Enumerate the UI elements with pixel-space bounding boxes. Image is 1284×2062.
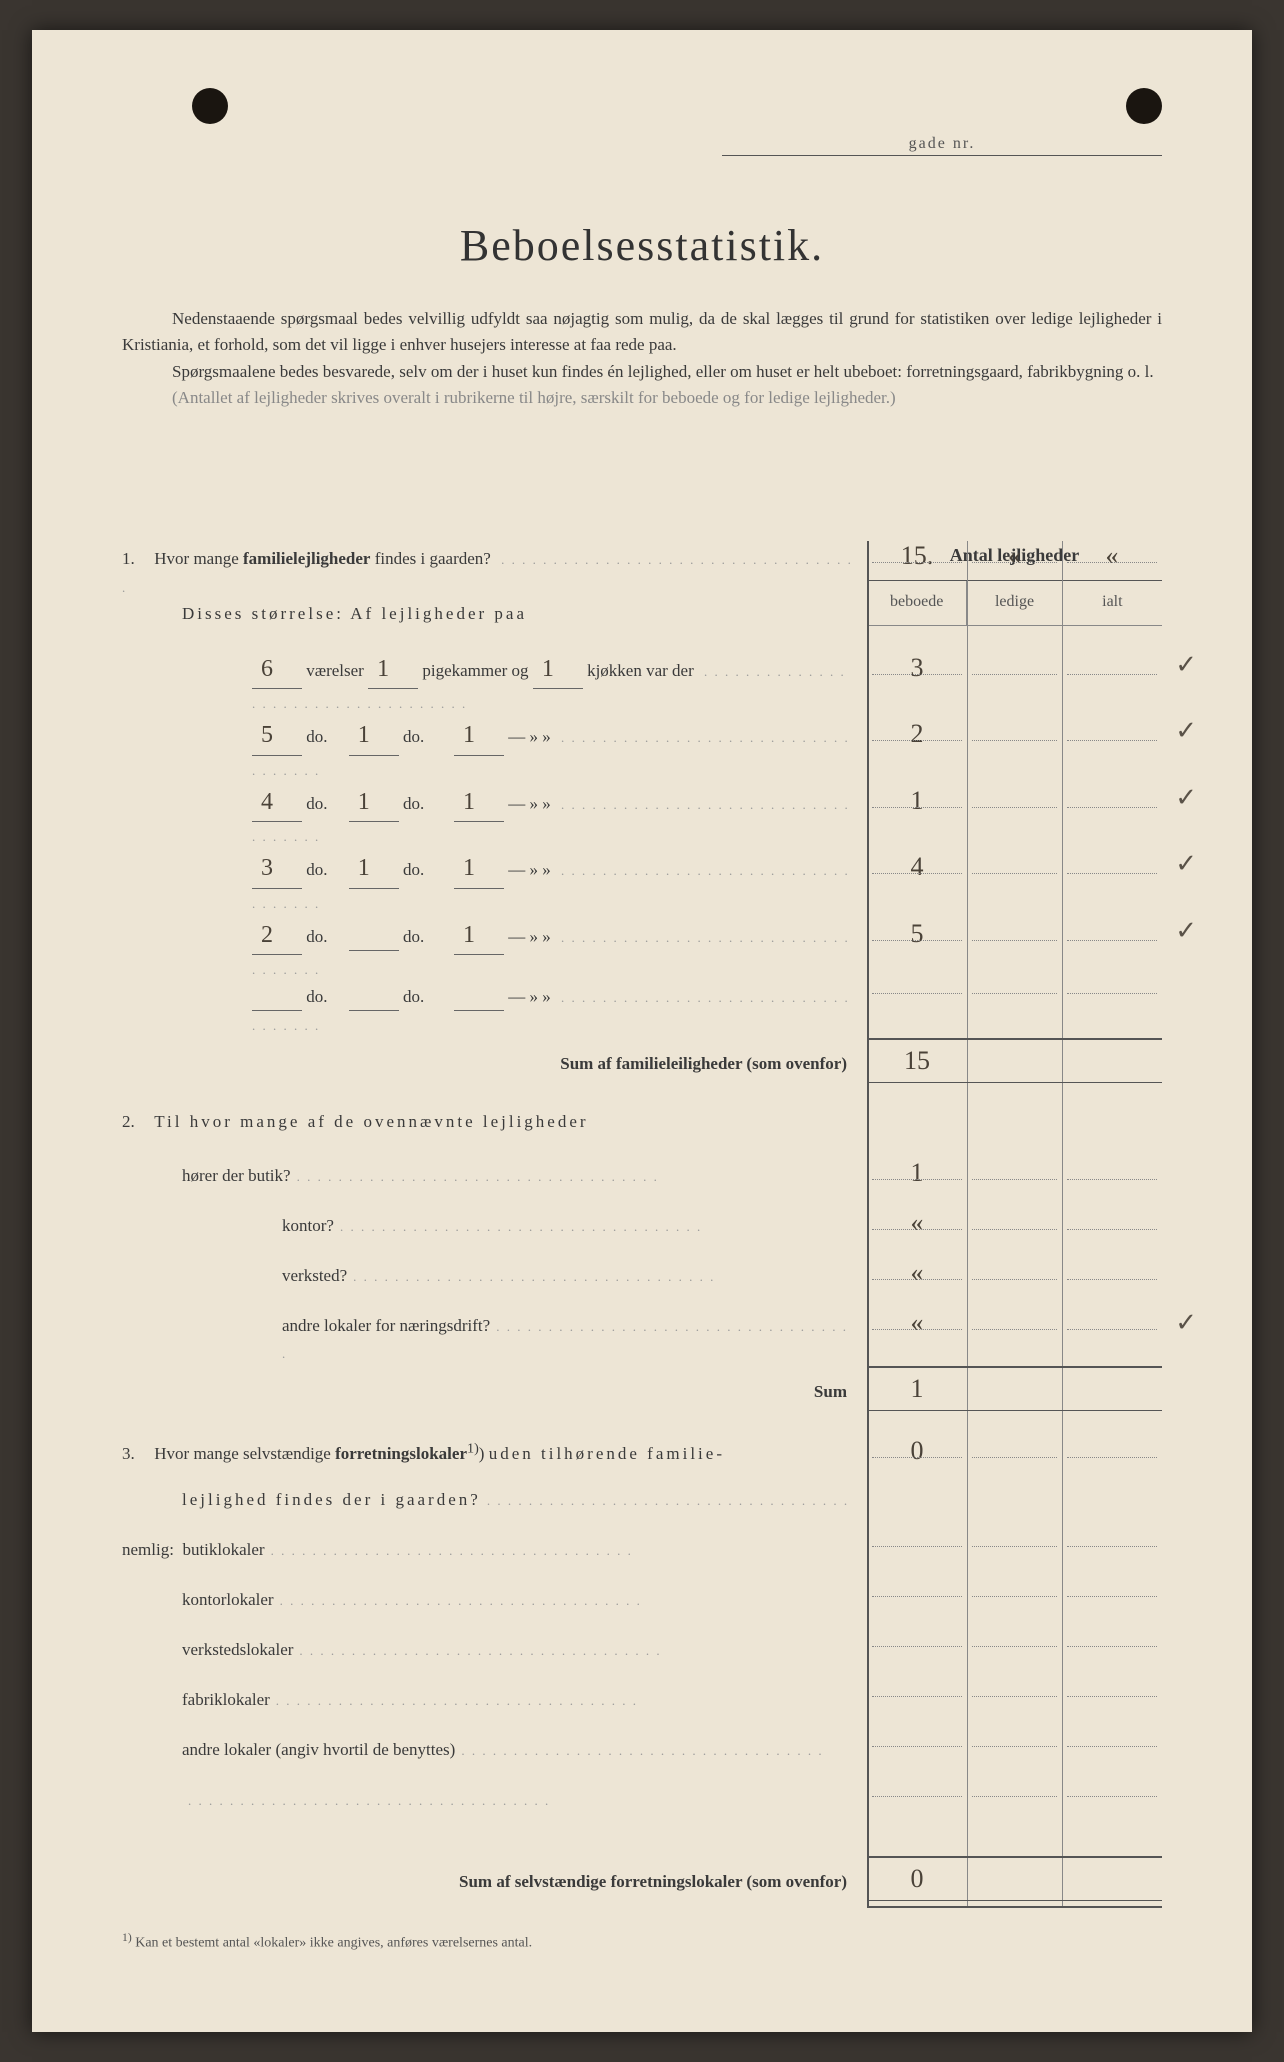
q1-size-row: 6 værelser 1 pigekammer og 1 kjøkken var… (122, 650, 1162, 717)
body-rows: 1. Hvor mange familielejligheder findes … (122, 541, 1162, 1906)
q3-row: 3. Hvor mange selvstændige forretningslo… (122, 1436, 1162, 1486)
q1-text: Hvor mange familielejligheder findes i g… (154, 549, 491, 568)
punch-hole-left (192, 88, 228, 124)
q1-beboede: 15. (867, 541, 967, 571)
q1-size-row: 5 do. 1 do. 1 — » » 2 ✓ (122, 716, 1162, 783)
q1-size-row: do. do. — » » (122, 983, 1162, 1038)
check-mark: ✓ (1175, 1308, 1197, 1338)
check-mark: ✓ (1175, 650, 1197, 680)
q1-r0-b: 3 (867, 653, 967, 683)
q2-row: verksted? « (122, 1258, 1162, 1308)
q1-size-row: 3 do. 1 do. 1 — » » 4 ✓ (122, 849, 1162, 916)
q1-r0-pige: 1 (368, 650, 398, 688)
q2-lead: 2. Til hvor mange af de ovennævnte lejli… (122, 1108, 1162, 1158)
q1-size-row: 2 do. do. 1 — » » 5 ✓ (122, 916, 1162, 983)
check-mark: ✓ (1175, 849, 1197, 879)
q3-sub: andre lokaler (angiv hvortil de benyttes… (122, 1736, 1162, 1786)
q1-sum-row: Sum af familieleiligheder (som ovenfor) … (122, 1038, 1162, 1088)
q1-r0-vaer: 6 (252, 650, 282, 688)
q3-sub: nemlig: butiklokaler (122, 1536, 1162, 1586)
q3-text: Hvor mange selvstændige forretningslokal… (154, 1444, 725, 1463)
q1-r0-kjok: 1 (533, 650, 563, 688)
footnote: 1) Kan et bestemt antal «lokaler» ikke a… (122, 1931, 1162, 1952)
intro-p2: Spørgsmaalene bedes besvarede, selv om d… (122, 359, 1162, 385)
q1-row: 1. Hvor mange familielejligheder findes … (122, 541, 1162, 599)
gade-field: gade nr. (722, 155, 1162, 156)
q2-row: andre lokaler for næringsdrift? « ✓ (122, 1308, 1162, 1366)
q1-size-row: 4 do. 1 do. 1 — » » 1 ✓ (122, 783, 1162, 850)
q3-sub: fabriklokaler (122, 1686, 1162, 1736)
q3-sub: verkstedslokaler (122, 1636, 1162, 1686)
q1-ledige: « (967, 541, 1062, 571)
form-area: Antal lejligheder beboede ledige ialt 1.… (122, 541, 1162, 1952)
q3-row2: lejlighed findes der i gaarden? (122, 1486, 1162, 1536)
document-page: gade nr. Beboelsesstatistik. Nedenstaaen… (32, 30, 1252, 2032)
q3-sub (122, 1786, 1162, 1836)
check-mark: ✓ (1175, 783, 1197, 813)
check-mark: ✓ (1175, 916, 1197, 946)
intro-p1: Nedenstaaende spørgsmaal bedes velvillig… (122, 306, 1162, 359)
intro-text: Nedenstaaende spørgsmaal bedes velvillig… (122, 306, 1162, 411)
q1-num: 1. (122, 545, 150, 572)
page-title: Beboelsesstatistik. (122, 220, 1162, 271)
q2-row: kontor? « (122, 1208, 1162, 1258)
q3-sum-row: Sum af selvstændige forretningslokaler (… (122, 1856, 1162, 1906)
gade-label: gade nr. (909, 135, 976, 153)
q3-sub: kontorlokaler (122, 1586, 1162, 1636)
q1-sum-beboede: 15 (867, 1038, 967, 1083)
q2-row: hører der butik? 1 (122, 1158, 1162, 1208)
punch-hole-right (1126, 88, 1162, 124)
intro-p3: (Antallet af lejligheder skrives overalt… (122, 385, 1162, 411)
check-mark: ✓ (1175, 716, 1197, 746)
q2-sum-row: Sum 1 (122, 1366, 1162, 1416)
q1-ialt: « (1062, 541, 1162, 571)
table-bottom-rule (867, 1906, 1162, 1908)
q1-sub-label: Disses størrelse: Af lejligheder paa (122, 600, 1162, 650)
